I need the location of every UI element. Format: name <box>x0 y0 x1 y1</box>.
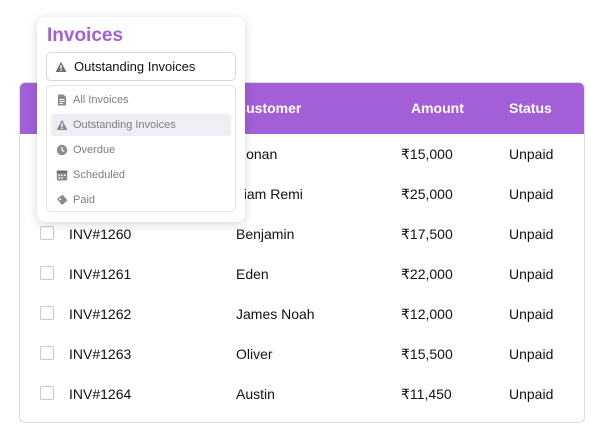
invoice-id: INV#1260 <box>69 226 132 242</box>
option-label: Outstanding Invoices <box>73 119 176 131</box>
option-scheduled[interactable]: Scheduled <box>51 164 231 186</box>
option-label: Scheduled <box>73 169 125 181</box>
amount: ₹11,450 <box>401 386 452 402</box>
customer-name: Austin <box>236 386 275 402</box>
table-row[interactable]: INV#1262 James Noah ₹12,000 Unpaid <box>20 294 584 334</box>
column-header-status[interactable]: Status <box>509 100 552 116</box>
column-header-customer[interactable]: Customer <box>236 100 302 116</box>
table-row[interactable]: INV#1260 Benjamin ₹17,500 Unpaid <box>20 214 584 254</box>
option-overdue[interactable]: Overdue <box>51 139 231 161</box>
clock-icon <box>56 144 68 156</box>
amount: ₹25,000 <box>401 186 453 202</box>
invoice-filter-popover: Invoices Outstanding Invoices All Invoic… <box>37 17 245 222</box>
row-checkbox[interactable] <box>40 346 54 360</box>
calendar-icon <box>56 170 68 181</box>
status: Unpaid <box>509 386 554 402</box>
row-checkbox[interactable] <box>40 386 54 400</box>
status: Unpaid <box>509 146 554 162</box>
selected-filter-label: Outstanding Invoices <box>74 59 196 74</box>
warning-icon <box>56 119 68 130</box>
status: Unpaid <box>509 186 554 202</box>
option-all-invoices[interactable]: All Invoices <box>51 89 231 111</box>
amount: ₹17,500 <box>401 226 453 242</box>
customer-name: Benjamin <box>236 226 295 242</box>
option-label: Overdue <box>73 144 116 156</box>
customer-name: James Noah <box>236 306 315 322</box>
row-checkbox[interactable] <box>40 226 54 240</box>
table-row[interactable]: INV#1261 Eden ₹22,000 Unpaid <box>20 254 584 294</box>
option-label: Paid <box>73 194 96 206</box>
invoice-id: INV#1261 <box>69 266 132 282</box>
document-icon <box>58 94 66 106</box>
amount: ₹15,000 <box>401 146 453 162</box>
invoice-id: INV#1264 <box>69 386 132 402</box>
filter-options-list: All Invoices Outstanding Invoices Overdu… <box>46 85 236 212</box>
amount: ₹15,500 <box>401 346 453 362</box>
customer-name: Oliver <box>236 346 273 362</box>
customer-name: Eden <box>236 266 269 282</box>
row-checkbox[interactable] <box>40 306 54 320</box>
option-label: All Invoices <box>73 94 129 106</box>
status: Unpaid <box>509 226 554 242</box>
invoice-id: INV#1262 <box>69 306 132 322</box>
column-header-amount[interactable]: Amount <box>411 100 464 116</box>
amount: ₹12,000 <box>401 306 453 322</box>
warning-icon <box>55 61 67 72</box>
table-row[interactable]: INV#1264 Austin ₹11,450 Unpaid <box>20 374 584 414</box>
row-checkbox[interactable] <box>40 266 54 280</box>
invoice-filter-select[interactable]: Outstanding Invoices <box>46 52 236 81</box>
customer-name: Liam Remi <box>236 186 303 202</box>
amount: ₹22,000 <box>401 266 453 282</box>
option-paid[interactable]: Paid <box>51 189 231 211</box>
invoice-id: INV#1263 <box>69 346 132 362</box>
status: Unpaid <box>509 266 554 282</box>
table-row[interactable]: INV#1263 Oliver ₹15,500 Unpaid <box>20 334 584 374</box>
status: Unpaid <box>509 306 554 322</box>
ticket-icon <box>57 194 68 205</box>
status: Unpaid <box>509 346 554 362</box>
customer-name: Ronan <box>236 146 278 162</box>
option-outstanding-invoices[interactable]: Outstanding Invoices <box>51 114 231 136</box>
popover-title: Invoices <box>47 25 124 46</box>
